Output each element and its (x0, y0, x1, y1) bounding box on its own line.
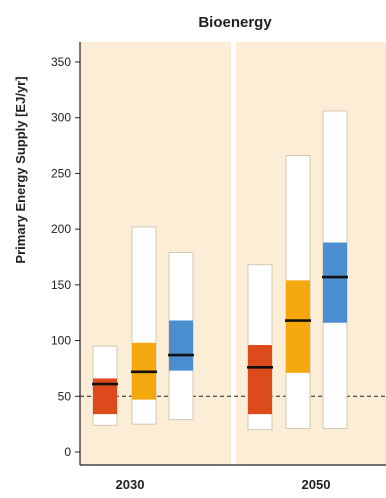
iqr-box-series-3-2050 (323, 242, 347, 323)
y-tick-label-150: 150 (51, 278, 71, 292)
y-tick-label-350: 350 (51, 55, 71, 69)
box-series (92, 110, 348, 431)
category-label-2030: 2030 (116, 477, 145, 492)
y-tick-label-50: 50 (58, 389, 72, 403)
y-tick-label-200: 200 (51, 222, 71, 236)
category-label-2050: 2050 (302, 477, 331, 492)
iqr-box-series-1-2050 (248, 345, 272, 415)
y-tick-label-100: 100 (51, 334, 71, 348)
chart-title: Bioenergy (198, 14, 272, 31)
y-axis: 0 50 100 150 200 250 300 350 (51, 42, 386, 466)
labels: Bioenergy Primary Energy Supply [EJ/yr] … (13, 14, 330, 492)
y-axis-label: Primary Energy Supply [EJ/yr] (13, 76, 28, 263)
iqr-box-series-2-2050 (286, 280, 310, 373)
y-tick-label-300: 300 (51, 111, 71, 125)
y-tick-label-250: 250 (51, 166, 71, 180)
y-tick-label-0: 0 (64, 445, 71, 459)
iqr-box-series-3-2030 (169, 320, 193, 371)
